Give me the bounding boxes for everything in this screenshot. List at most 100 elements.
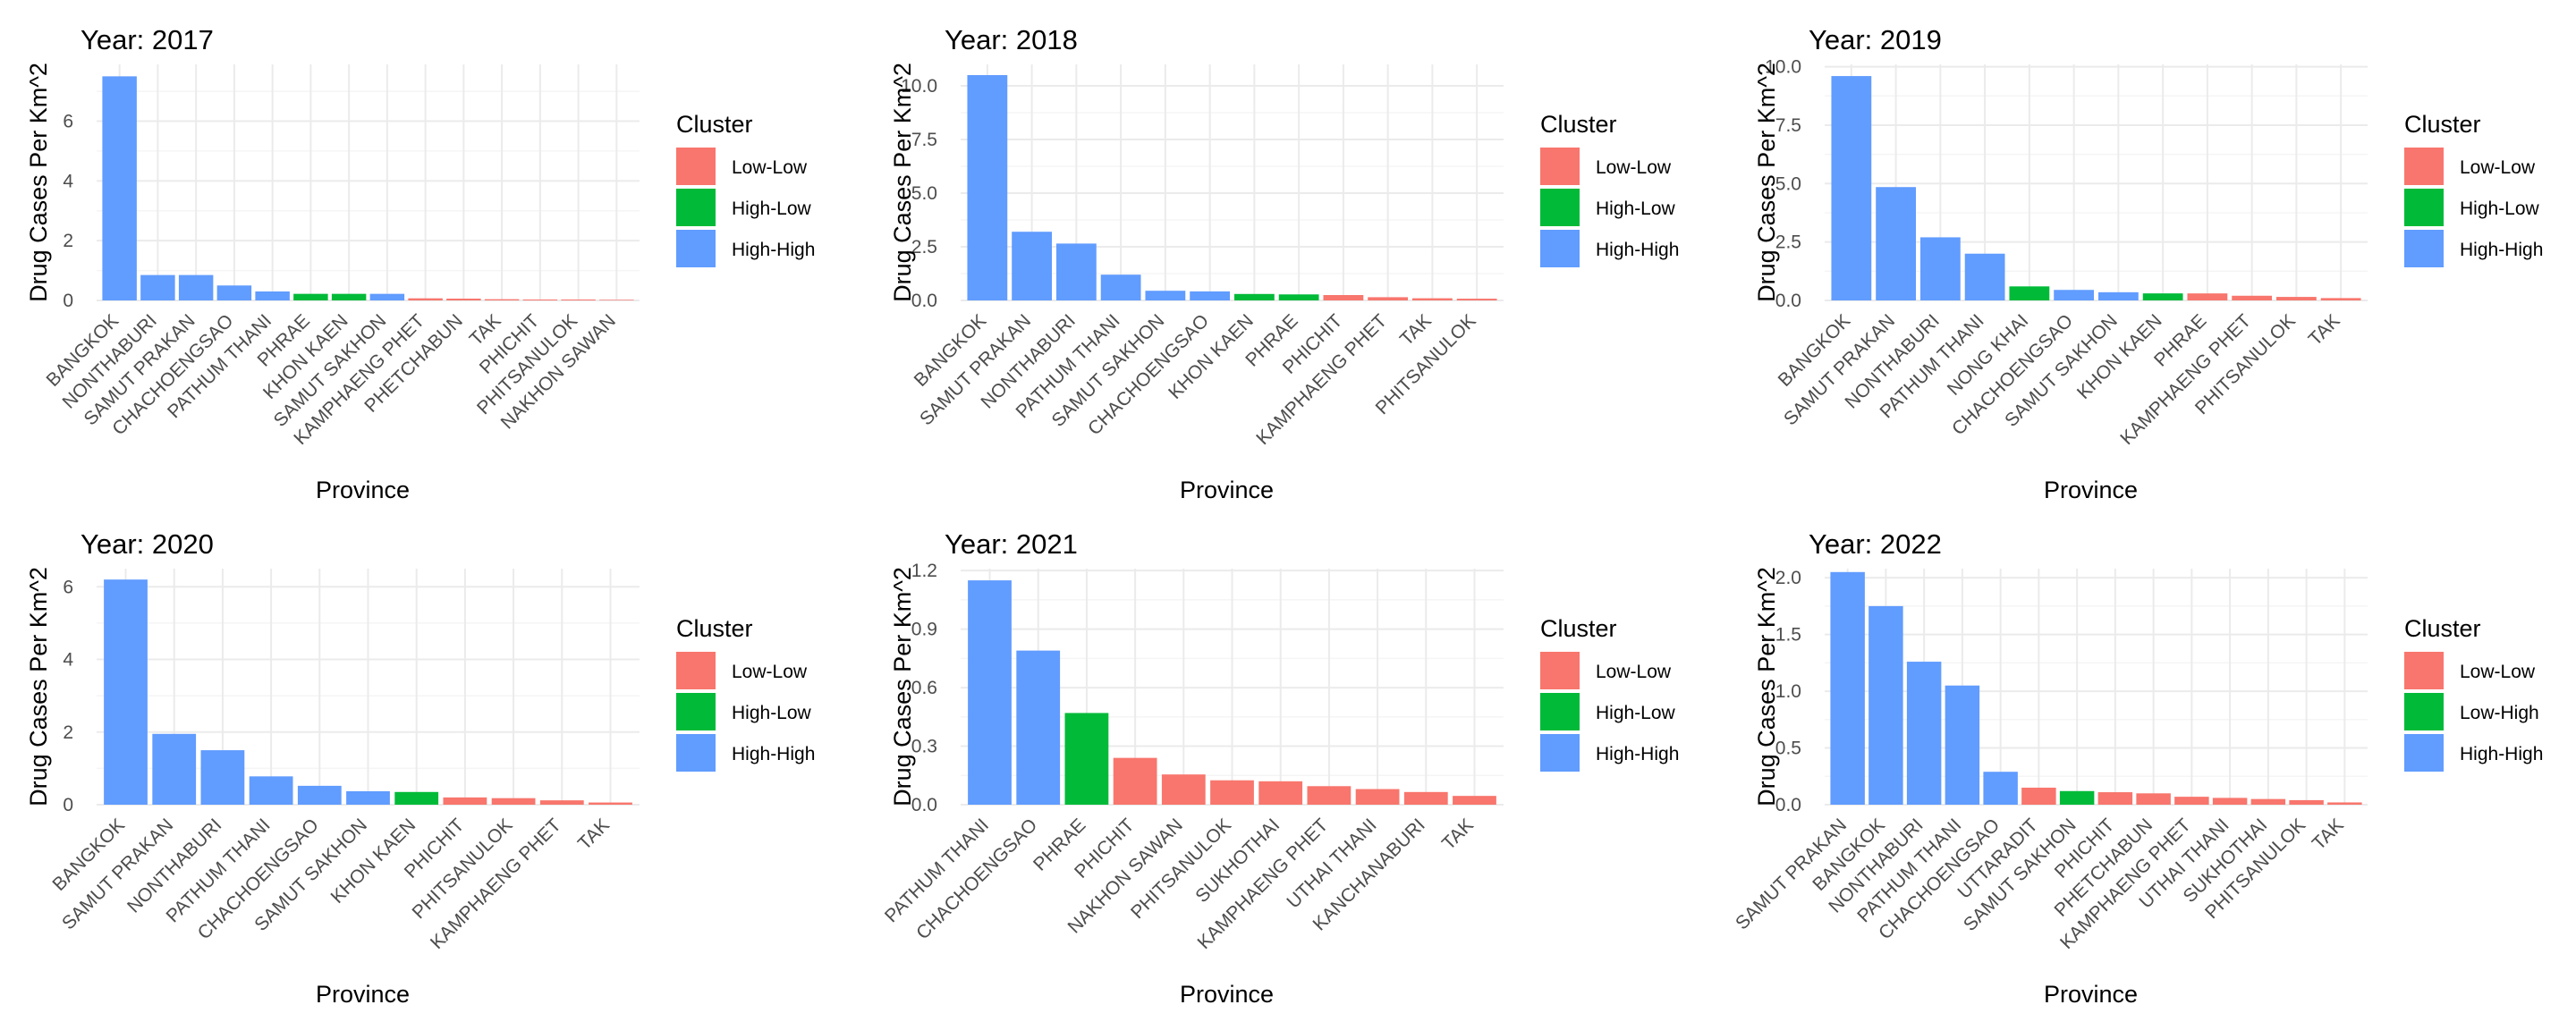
legend-swatch [676,734,716,772]
bar-nonthaburi [140,274,175,300]
bar-nonthaburi [1906,662,1942,805]
bar-phichit [1113,757,1157,805]
legend-label: High-High [1596,744,1679,764]
bar-phitsanulok [2289,799,2324,805]
bar-phrae [1064,713,1109,805]
y-tick-label: 7.5 [1775,115,1801,136]
legend-swatch [2404,734,2444,772]
y-tick-label: 2.5 [911,237,937,258]
y-tick-label: 2 [63,722,73,743]
chart-title: Year: 2019 [1809,24,1942,55]
bar-sukhothai [1258,781,1303,805]
legend-title: Cluster [676,615,753,642]
legend-swatch [2404,230,2444,267]
x-tick-label: TAK [1438,815,1478,854]
bar-tak [1412,298,1453,300]
bar-tak [1453,796,1496,805]
legend-label: High-High [2460,744,2543,764]
legend-label: Low-Low [2460,662,2536,682]
y-tick-label: 1.0 [1775,681,1801,702]
y-axis-title: Drug Cases Per Km^2 [889,567,916,806]
legend-swatch [676,148,716,185]
bar-phitsanulok [1456,299,1497,300]
legend-title: Cluster [2404,111,2481,138]
bar-phitsanulok [2276,297,2317,300]
y-tick-label: 0.3 [911,737,937,757]
bar-chachoengsao [216,285,252,300]
legend-swatch [676,189,716,226]
bar-phitsanulok [1210,780,1254,805]
bar-tak [589,802,632,805]
bar-samut-prakan [1830,571,1865,805]
legend-swatch [1540,693,1580,730]
legend-title: Cluster [1540,615,1617,642]
bar-chachoengsao [297,785,342,805]
y-axis-title: Drug Cases Per Km^2 [1753,63,1780,302]
bar-samut-sakhon [2059,790,2095,805]
legend-label: Low-High [2460,703,2539,723]
y-tick-label: 6 [63,577,73,597]
y-tick-label: 1.5 [1775,625,1801,646]
legend-swatch [1540,189,1580,226]
legend-swatch [1540,652,1580,689]
legend-label: High-High [732,744,815,764]
bar-pathum-thani [249,776,293,805]
bar-phrae [1278,294,1319,300]
bar-uthai-thani [1355,789,1400,805]
bar-chachoengsao [2054,290,2095,300]
legend-swatch [676,693,716,730]
legend-label: High-Low [1596,703,1676,723]
legend-label: High-Low [732,198,812,219]
legend-title: Cluster [1540,111,1617,138]
legend-label: High-High [2460,240,2543,260]
x-tick-label: SUKHOTHAI [1191,815,1284,907]
bar-pathum-thani [1100,274,1141,300]
bar-sukhothai [2250,798,2286,805]
y-tick-label: 1.2 [911,561,937,581]
y-axis-title: Drug Cases Per Km^2 [1753,567,1780,806]
y-tick-label: 5.0 [1775,173,1801,194]
bar-samut-prakan [178,274,214,300]
bar-nakhon-sawan [1161,774,1206,805]
bar-phichit [443,797,487,805]
bar-samut-sakhon [369,293,405,300]
y-tick-label: 2.0 [1775,568,1801,588]
bar-kamphaeng-phet [1368,297,1409,300]
legend-label: High-High [732,240,815,260]
x-tick-label: TAK [1396,310,1436,350]
bar-tak [2327,802,2362,805]
x-tick-label: TAK [2305,310,2344,350]
bar-samut-sakhon [346,790,390,805]
bar-bangkok [1868,605,1903,805]
x-axis-title: Province [1180,477,1274,503]
y-axis-title: Drug Cases Per Km^2 [25,63,52,302]
legend-swatch [2404,652,2444,689]
legend-label: Low-Low [732,157,808,178]
bar-chachoengsao [1983,772,2018,805]
legend-swatch [2404,148,2444,185]
y-tick-label: 0.9 [911,620,937,640]
x-axis-title: Province [2044,981,2138,1008]
y-tick-label: 4 [63,171,73,191]
legend-label: Low-Low [2460,157,2536,178]
y-tick-label: 0.0 [1775,795,1801,815]
y-tick-label: 10.0 [1765,57,1801,78]
bar-samut-sakhon [1145,291,1186,300]
bar-samut-prakan [152,733,197,805]
bar-pathum-thani [255,291,290,300]
bar-khon-kaen [1233,293,1275,300]
bar-kanchanaburi [1403,791,1448,805]
bar-pathum-thani [1945,685,1980,805]
legend-label: High-Low [732,703,812,723]
bar-nonthaburi [1055,243,1097,300]
chart-title: Year: 2020 [80,528,214,560]
bar-tak [2320,298,2361,300]
bar-uthai-thani [2212,798,2248,805]
bar-kamphaeng-phet [2174,797,2209,805]
bar-samut-sakhon [2097,291,2139,300]
